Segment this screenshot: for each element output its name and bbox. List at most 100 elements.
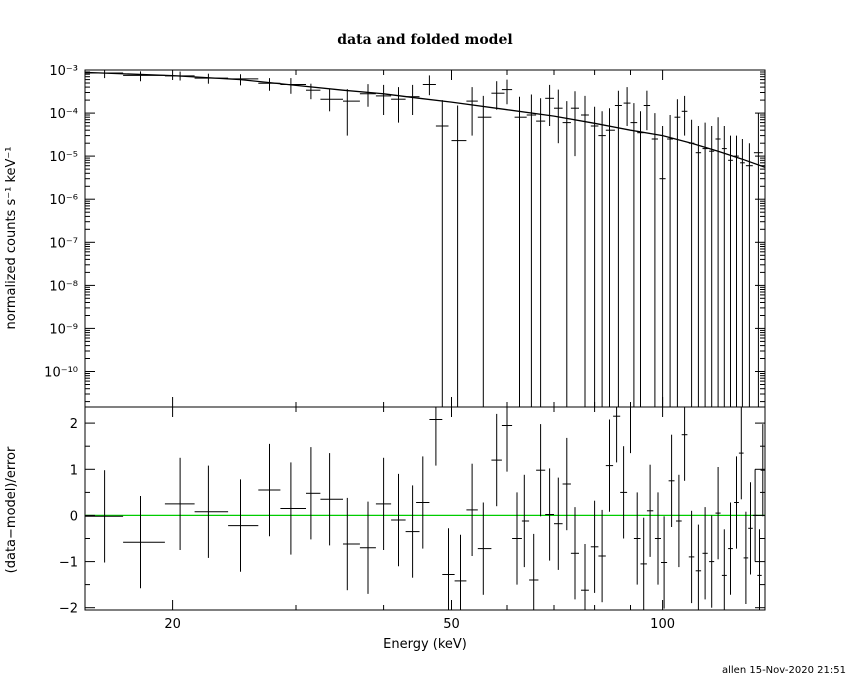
bottom-axis-tick-labels: 2 1 0 −1 −2 — [59, 417, 78, 617]
residual-point — [760, 424, 765, 517]
top-data-points — [85, 70, 763, 407]
residual-point — [715, 467, 721, 560]
data-point — [85, 70, 124, 79]
y-tick-label: 10⁻¹⁰ — [44, 366, 78, 381]
x-tick-label: 50 — [443, 617, 460, 632]
residual-point — [228, 479, 259, 572]
residual-point — [668, 434, 675, 527]
data-point — [715, 117, 721, 407]
residual-point — [702, 507, 708, 600]
data-point — [667, 115, 673, 407]
data-point — [753, 113, 763, 407]
y-tick-label: −1 — [59, 556, 78, 571]
residual-point — [405, 485, 420, 578]
data-point — [590, 106, 599, 407]
residual-point — [620, 446, 628, 539]
data-point — [405, 84, 420, 115]
residual-point — [598, 509, 606, 603]
y-tick-label: −2 — [59, 602, 78, 617]
residual-point — [554, 477, 563, 570]
residual-point — [545, 468, 554, 561]
y-tick-label: 1 — [70, 463, 78, 478]
y-tick-label: 10⁻⁶ — [49, 193, 78, 208]
data-point — [466, 87, 478, 136]
residual-point — [633, 492, 641, 585]
residual-point — [654, 492, 661, 585]
top-y-axis-label: normalized counts s⁻¹ keV⁻¹ — [4, 147, 19, 330]
data-point — [491, 81, 505, 110]
residual-point — [280, 462, 306, 555]
x-tick-label: 20 — [164, 617, 181, 632]
residual-point — [721, 529, 727, 610]
x-axis-label: Energy (keV) — [383, 637, 467, 652]
residual-point — [429, 407, 443, 466]
y-tick-label: 10⁻⁵ — [49, 150, 78, 165]
data-point — [435, 100, 449, 407]
y-tick-label: 10⁻⁴ — [49, 107, 78, 122]
residual-point — [743, 511, 749, 604]
y-tick-label: 0 — [70, 509, 78, 524]
residual-point — [536, 424, 546, 517]
y-tick-label: 2 — [70, 417, 78, 432]
data-point — [659, 126, 666, 407]
data-point — [581, 95, 589, 407]
data-point — [422, 75, 436, 96]
data-point — [643, 90, 651, 131]
data-point — [637, 111, 644, 407]
data-point — [501, 79, 513, 105]
data-point — [681, 95, 688, 136]
residual-data-points — [85, 406, 765, 610]
chart-title: data and folded model — [337, 32, 512, 48]
data-point — [651, 113, 658, 407]
x-axis-tick-labels: 20 50 100 — [164, 617, 675, 632]
data-point — [526, 94, 537, 407]
y-tick-label: 10⁻⁸ — [49, 279, 78, 294]
residual-point — [164, 457, 195, 550]
residual-point — [343, 497, 360, 591]
residual-point — [681, 407, 688, 481]
data-point — [623, 87, 631, 126]
residual-point — [562, 437, 571, 531]
y-tick-label: 10⁻⁹ — [49, 322, 78, 337]
folded-model-line — [84, 71, 766, 168]
data-point — [734, 135, 739, 407]
top-axis-tick-labels: 10⁻³ 10⁻⁴ 10⁻⁵ 10⁻⁶ 10⁻⁷ 10⁻⁸ 10⁻⁹ 10⁻¹⁰ — [44, 64, 78, 381]
bottom-axis-ticks — [85, 407, 765, 610]
residual-point — [529, 533, 539, 610]
data-point — [343, 89, 360, 136]
residual-point — [320, 453, 343, 546]
bottom-panel-frame — [84, 406, 766, 611]
residual-point — [512, 492, 522, 585]
residual-point — [375, 457, 392, 550]
residual-point — [748, 482, 753, 575]
data-point — [359, 84, 376, 107]
data-point — [123, 71, 165, 82]
residual-point — [661, 516, 668, 609]
data-point — [451, 105, 467, 407]
residual-point — [258, 443, 281, 537]
residual-point — [501, 407, 513, 472]
top-panel: 10⁻³ 10⁻⁴ 10⁻⁵ 10⁻⁶ 10⁻⁷ 10⁻⁸ 10⁻⁹ 10⁻¹⁰ normal… — [4, 64, 766, 408]
residual-point — [391, 473, 406, 567]
footer-timestamp: allen 15-Nov-2020 21:51 — [722, 665, 846, 676]
residual-point — [416, 456, 430, 549]
residual-point — [581, 544, 589, 610]
residual-point — [613, 407, 621, 463]
data-point — [745, 143, 753, 407]
residual-point — [734, 456, 739, 549]
x-tick-label: 100 — [650, 617, 675, 632]
residual-point — [477, 502, 492, 595]
residual-point — [627, 406, 634, 454]
residual-point — [491, 413, 502, 507]
residual-point — [757, 529, 762, 610]
residual-point — [676, 474, 682, 568]
residual-point — [605, 419, 614, 512]
data-point — [598, 111, 606, 407]
residual-point — [442, 528, 455, 610]
data-point — [514, 96, 527, 407]
data-point — [391, 87, 406, 123]
residual-point — [752, 469, 758, 562]
data-point — [545, 84, 554, 126]
data-point — [570, 91, 579, 157]
